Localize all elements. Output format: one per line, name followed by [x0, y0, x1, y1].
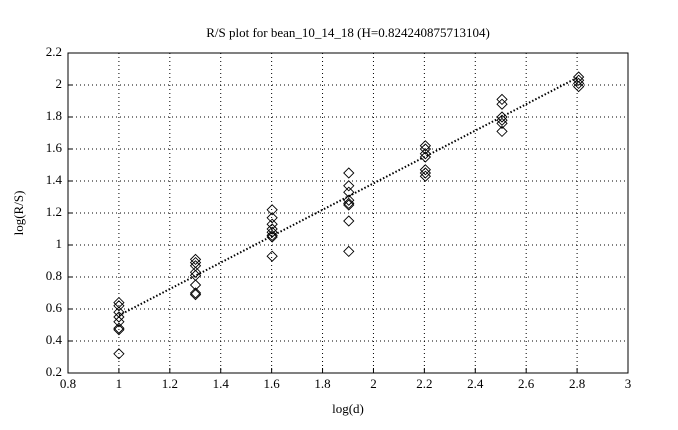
data-point [343, 215, 355, 227]
x-tick-label: 1.8 [314, 376, 330, 391]
x-axis-label: log(d) [332, 401, 364, 416]
data-point [189, 253, 202, 266]
data-point [266, 212, 278, 224]
data-point [343, 199, 355, 211]
data-point [419, 151, 432, 163]
x-tick-label: 2.6 [518, 376, 535, 391]
data-point [343, 180, 355, 192]
data-point [496, 125, 508, 138]
x-tick-label: 0.8 [60, 376, 76, 391]
data-point [266, 231, 278, 243]
x-tick-label: 2.8 [569, 376, 585, 391]
y-tick-label: 1.2 [46, 204, 62, 219]
y-tick-label: 1.4 [46, 172, 63, 187]
data-point [189, 256, 202, 269]
data-point [113, 348, 125, 360]
data-point [419, 140, 432, 152]
y-tick-label: 1.8 [46, 108, 62, 123]
y-tick-label: 1 [56, 236, 63, 251]
data-point [496, 93, 508, 106]
fit-line [118, 76, 580, 317]
data-point [343, 197, 355, 210]
data-point [496, 117, 508, 130]
data-point [343, 245, 355, 258]
data-point [113, 322, 125, 334]
data-point [113, 311, 125, 323]
x-tick-label: 1.4 [213, 376, 230, 391]
data-point [419, 164, 432, 176]
data-point [266, 229, 278, 242]
x-tick-label: 2.2 [416, 376, 432, 391]
y-tick-label: 0.8 [46, 268, 62, 283]
data-point [189, 287, 202, 299]
data-point [266, 218, 278, 230]
data-point [572, 74, 585, 86]
data-point [266, 226, 278, 238]
data-point [572, 77, 585, 90]
data-point [113, 296, 125, 309]
data-point [266, 250, 278, 262]
x-tick-label: 2.4 [467, 376, 484, 391]
data-point [189, 269, 202, 282]
y-tick-label: 0.6 [46, 300, 63, 315]
data-point [266, 223, 278, 235]
data-point [496, 98, 508, 110]
data-point [189, 288, 202, 301]
data-point [343, 194, 355, 206]
data-point [113, 316, 125, 328]
data-point [113, 300, 125, 312]
x-tick-label: 1 [116, 376, 123, 391]
x-tick-label: 1.6 [264, 376, 281, 391]
data-point [266, 204, 278, 216]
x-tick-label: 3 [625, 376, 632, 391]
x-tick-label: 1.2 [162, 376, 178, 391]
x-tick-label: 2 [370, 376, 377, 391]
y-tick-label: 1.6 [46, 140, 63, 155]
y-tick-label: 0.4 [46, 332, 63, 347]
data-point [343, 186, 355, 198]
data-point [572, 71, 585, 83]
data-point [419, 143, 432, 155]
data-point [189, 266, 202, 278]
data-point [572, 80, 585, 93]
chart-title: R/S plot for bean_10_14_18 (H=0.82424087… [206, 25, 490, 40]
y-tick-label: 0.2 [46, 364, 62, 379]
y-axis-label: log(R/S) [11, 191, 26, 236]
data-point [113, 324, 125, 336]
y-tick-label: 2 [56, 76, 63, 91]
data-point [419, 170, 432, 182]
y-tick-label: 2.2 [46, 44, 62, 59]
data-point [343, 167, 355, 179]
data-point [419, 167, 432, 179]
data-point [189, 260, 202, 272]
data-point [419, 148, 432, 160]
